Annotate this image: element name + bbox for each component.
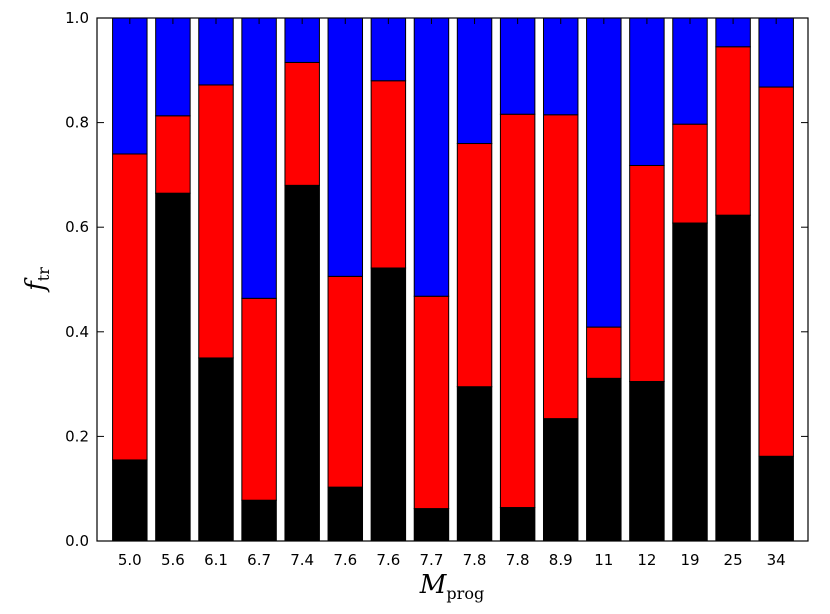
- bar-segment-1-11: [586, 326, 622, 379]
- bar-segment-1-7: [413, 295, 450, 510]
- y-tick-label: 0.6: [65, 218, 89, 236]
- x-tick-label: 7.8: [463, 551, 487, 569]
- x-tick-label: 6.7: [247, 551, 271, 569]
- bar-segment-1-13: [672, 123, 708, 224]
- x-tick-label: 8.9: [549, 551, 573, 569]
- bar-segment-0-8: [456, 386, 493, 542]
- bar-segment-0-13: [672, 222, 708, 542]
- bar-segment-0-5: [327, 486, 364, 542]
- bar-segment-2-13: [672, 17, 708, 125]
- x-tick-label: 11: [594, 551, 613, 569]
- x-axis-label-main: M: [419, 570, 448, 600]
- y-tick-label: 0.2: [65, 427, 89, 445]
- bar-segment-1-10: [542, 114, 579, 420]
- x-tick-label: 6.1: [204, 551, 228, 569]
- bar-segment-0-6: [370, 267, 407, 542]
- x-tick-label: 7.6: [333, 551, 357, 569]
- bar-segment-1-4: [284, 61, 320, 186]
- bar-segment-2-12: [629, 17, 665, 166]
- bar-segment-1-1: [155, 115, 191, 194]
- x-tick-label: 5.6: [161, 551, 185, 569]
- bar-segment-2-9: [499, 17, 536, 115]
- x-tick-label: 5.0: [118, 551, 142, 569]
- bar-segment-0-12: [629, 380, 665, 542]
- bar-segment-2-7: [413, 17, 450, 297]
- bar-segment-0-1: [155, 192, 191, 542]
- bars-group: [112, 17, 794, 542]
- bar-segment-1-3: [241, 297, 277, 501]
- bar-segment-0-0: [112, 459, 148, 542]
- x-tick-label: 7.6: [376, 551, 400, 569]
- bar-segment-1-0: [112, 153, 148, 461]
- y-tick-label: 0.4: [65, 323, 89, 341]
- y-tick-label: 1.0: [65, 9, 89, 27]
- bar-segment-1-15: [758, 86, 794, 457]
- plot-frame: [96, 17, 809, 542]
- x-tick-label: 25: [724, 551, 743, 569]
- bar-segment-1-14: [715, 46, 751, 216]
- bar-segment-2-3: [241, 17, 277, 299]
- x-tick-label: 7.8: [506, 551, 530, 569]
- bar-segment-1-12: [629, 164, 665, 382]
- bar-segment-1-9: [499, 113, 536, 509]
- x-tick-label: 34: [767, 551, 786, 569]
- bar-segment-2-0: [112, 17, 148, 155]
- bar-segment-2-15: [758, 17, 794, 88]
- bar-segment-2-10: [542, 17, 579, 116]
- bar-segment-0-15: [758, 455, 794, 542]
- bar-segment-1-6: [370, 80, 407, 269]
- y-tick-label: 0.8: [65, 114, 89, 132]
- bar-segment-2-6: [370, 17, 407, 82]
- bar-segment-1-8: [456, 143, 493, 388]
- bar-segment-2-2: [198, 17, 234, 86]
- x-axis-label-sub: prog: [446, 584, 484, 603]
- bar-segment-2-1: [155, 17, 191, 117]
- bar-segment-1-5: [327, 275, 364, 488]
- x-tick-label: 19: [680, 551, 699, 569]
- bar-segment-1-2: [198, 84, 234, 359]
- y-axis-ticks: 0.0 0.2 0.4 0.6 0.8 1.0: [65, 9, 808, 550]
- bar-segment-2-11: [586, 17, 622, 328]
- bar-segment-2-8: [456, 17, 493, 145]
- bar-segment-0-4: [284, 184, 320, 542]
- bar-segment-2-5: [327, 17, 364, 277]
- x-tick-label: 12: [637, 551, 656, 569]
- bar-segment-0-14: [715, 214, 751, 542]
- bar-segment-2-4: [284, 17, 320, 63]
- x-axis-label: Mprog: [419, 570, 484, 603]
- y-tick-label: 0.0: [65, 532, 89, 550]
- bar-segment-0-3: [241, 499, 277, 542]
- x-axis-ticks: 5.0 5.6 6.1 6.7 7.4 7.6 7.6 7.7 7.8 7.8 8.9 11 12 19 2…: [118, 18, 786, 569]
- x-tick-label: 7.4: [290, 551, 314, 569]
- bar-segment-0-10: [542, 418, 579, 542]
- x-tick-label: 7.7: [420, 551, 444, 569]
- y-axis-label: ftr: [21, 267, 53, 293]
- bar-segment-0-2: [198, 357, 234, 542]
- y-axis-label-sub: tr: [34, 267, 53, 281]
- bar-segment-0-11: [586, 377, 622, 542]
